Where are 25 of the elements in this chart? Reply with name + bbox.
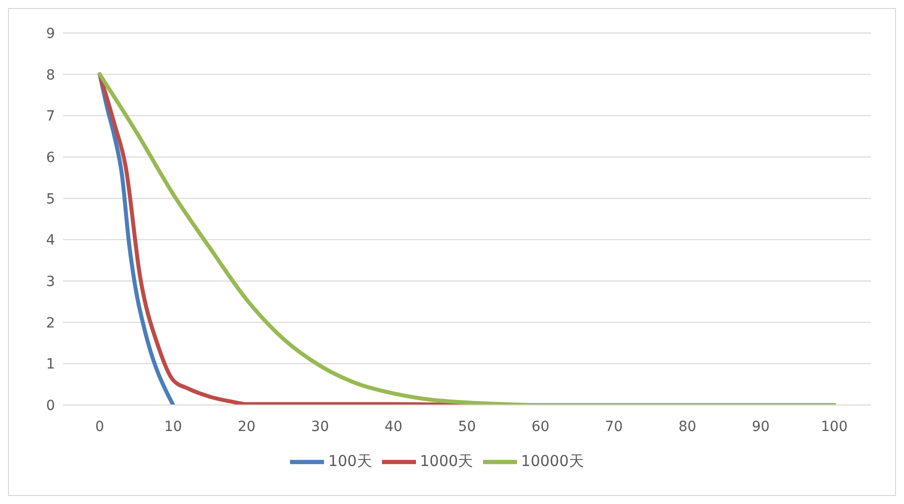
x-tick-label: 70	[604, 418, 623, 435]
x-tick-label: 80	[678, 418, 696, 435]
y-tick-label: 7	[46, 108, 55, 125]
x-tick-label: 90	[752, 418, 770, 435]
x-tick-label: 20	[238, 418, 256, 435]
y-tick-label: 1	[46, 356, 55, 373]
y-tick-label: 9	[46, 26, 55, 42]
line-series	[98, 72, 836, 405]
x-tick-label: 0	[95, 418, 104, 435]
x-tick-label: 10	[164, 418, 182, 435]
x-tick-label: 50	[458, 418, 476, 435]
x-tick-label: 60	[532, 418, 550, 435]
y-tick-label: 8	[46, 67, 55, 84]
legend-label: 10000天	[521, 452, 584, 470]
y-tick-label: 3	[46, 274, 55, 290]
x-tick-label: 30	[311, 418, 330, 435]
legend-label: 100天	[328, 452, 372, 470]
legend-label: 1000天	[420, 452, 474, 470]
y-tick-label: 0	[46, 398, 55, 414]
y-tick-label: 6	[46, 150, 56, 166]
y-tick-label: 2	[46, 315, 55, 332]
x-tick-label: 100	[820, 418, 848, 435]
x-tick-label: 40	[384, 418, 402, 435]
y-tick-label: 5	[46, 191, 55, 208]
y-tick-label: 4	[46, 232, 56, 249]
